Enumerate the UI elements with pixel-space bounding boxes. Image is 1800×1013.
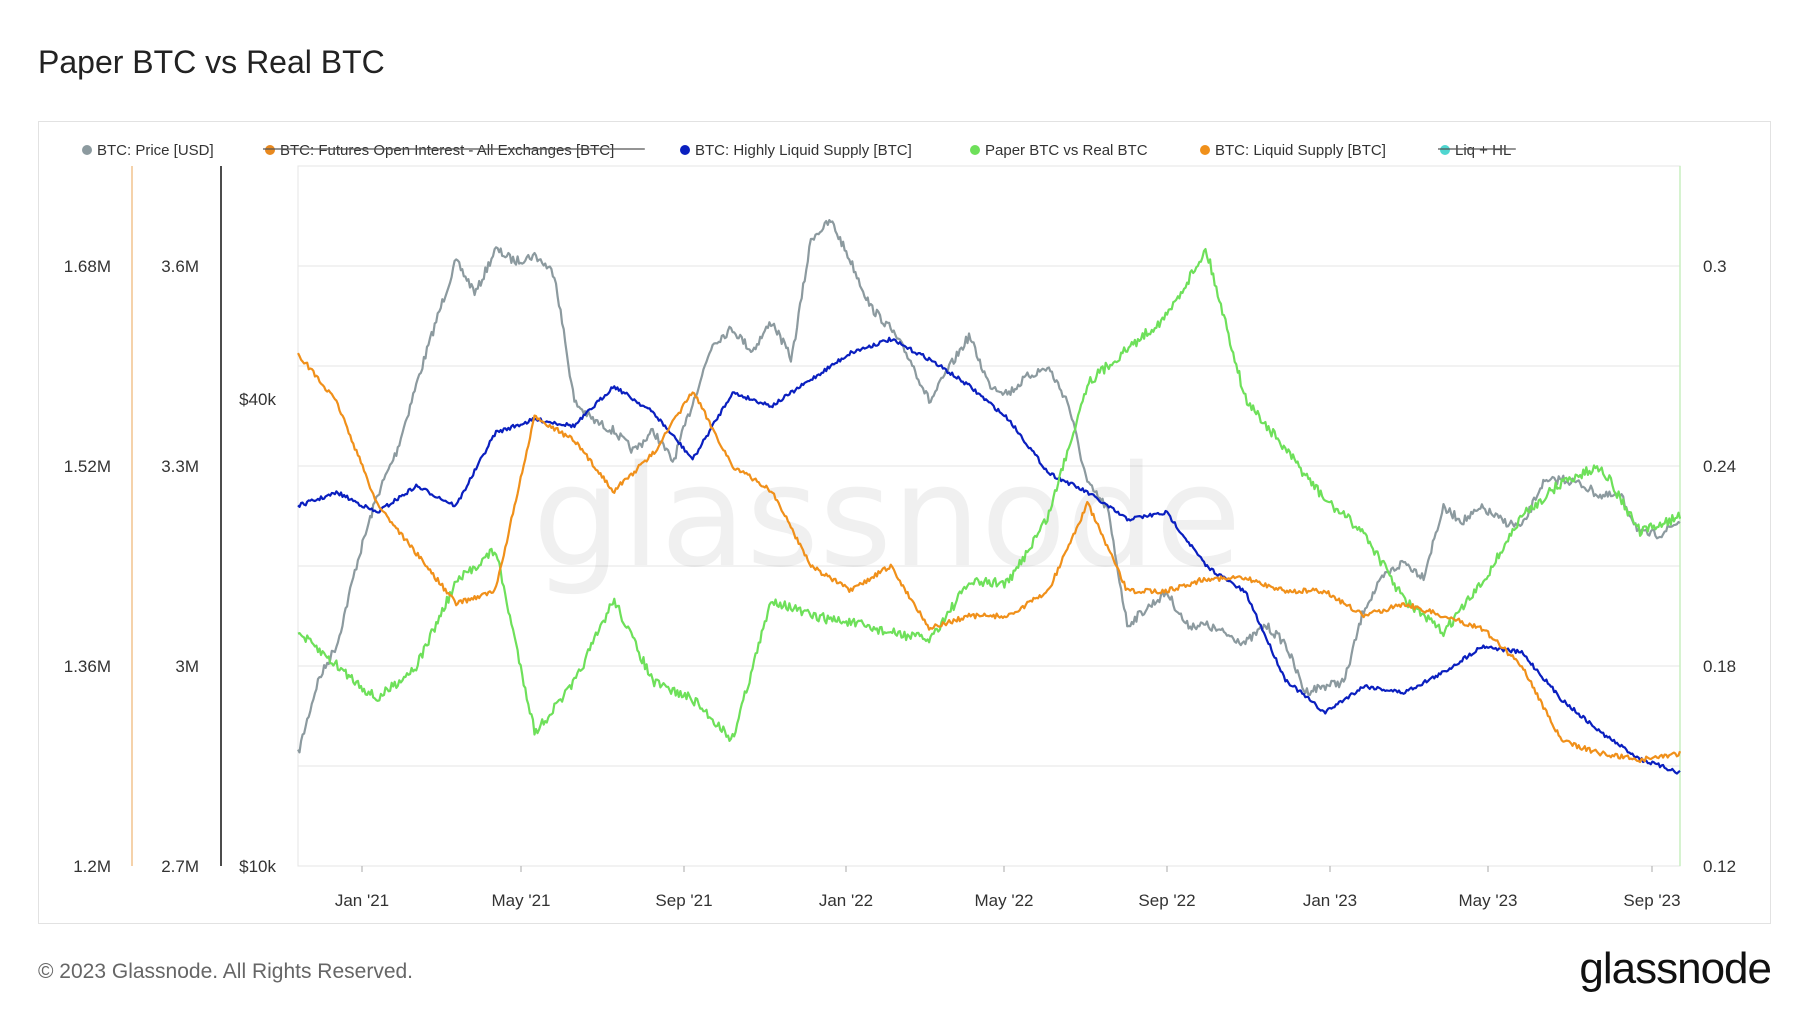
series-line-btc-price-usd (297, 219, 1681, 754)
x-tick-label: Jan '21 (335, 891, 389, 910)
y-tick-label: 1.68M (64, 257, 111, 276)
y-tick-label: 3M (175, 657, 199, 676)
legend-label: Paper BTC vs Real BTC (985, 142, 1148, 159)
legend-dot (680, 145, 690, 155)
legend-item[interactable]: Paper BTC vs Real BTC (970, 142, 1148, 159)
legend-item[interactable]: BTC: Futures Open Interest - All Exchang… (263, 142, 645, 159)
y-tick-label: 1.36M (64, 657, 111, 676)
glassnode-logo: glassnode (1579, 944, 1772, 993)
legend-dot (265, 145, 275, 155)
y-tick-label: 2.7M (161, 857, 199, 876)
legend-item[interactable]: Liq + HL (1438, 142, 1516, 159)
copyright-footer: © 2023 Glassnode. All Rights Reserved. (38, 960, 414, 983)
legend-label: BTC: Liquid Supply [BTC] (1215, 142, 1386, 159)
y-tick-label: 1.52M (64, 457, 111, 476)
watermark-text: glassnode (533, 436, 1242, 599)
y-axis-ticks: 1.68M 1.52M 1.36M 1.2M 3.6M 3.3M 3M 2.7M 0.3 0.24… (64, 257, 1736, 876)
series-line-btc-highly-liquid-supply-btc (297, 336, 1681, 775)
legend-label: Liq + HL (1455, 142, 1511, 159)
series-line-btc-liquid-supply-btc (297, 352, 1682, 764)
grid-lines (297, 165, 1681, 867)
legend-label: BTC: Price [USD] (97, 142, 214, 159)
x-tick-label: May '23 (1459, 891, 1518, 910)
x-axis-ticks: Jan '21 May '21 Sep '21 Jan '22 May '22 Sep '… (335, 866, 1681, 910)
chart-title: Paper BTC vs Real BTC (38, 44, 385, 80)
y-tick-label: 3.3M (161, 457, 199, 476)
legend: BTC: Price [USD] BTC: Futures Open Intere… (82, 142, 1516, 159)
x-tick-label: Sep '23 (1623, 891, 1680, 910)
y-tick-label: 0.24 (1703, 457, 1736, 476)
legend-label: BTC: Highly Liquid Supply [BTC] (695, 142, 912, 159)
y-tick-label: 0.3 (1703, 257, 1727, 276)
legend-dot (970, 145, 980, 155)
chart-frame (38, 121, 1771, 924)
legend-dot (1440, 145, 1450, 155)
legend-item[interactable]: BTC: Price [USD] (82, 142, 214, 159)
x-tick-label: Sep '22 (1138, 891, 1195, 910)
x-tick-label: Jan '23 (1303, 891, 1357, 910)
y-tick-label: 3.6M (161, 257, 199, 276)
legend-dot (82, 145, 92, 155)
series-line-paper-btc-vs-real-btc (297, 248, 1682, 742)
legend-item[interactable]: BTC: Highly Liquid Supply [BTC] (680, 142, 912, 159)
y-tick-label: 1.2M (73, 857, 111, 876)
axes (131, 166, 222, 866)
y-tick-label: $40k (239, 390, 276, 409)
y-tick-label: 0.12 (1703, 857, 1736, 876)
series-lines (297, 219, 1682, 775)
x-tick-label: May '21 (492, 891, 551, 910)
y-tick-label: 0.18 (1703, 657, 1736, 676)
x-tick-label: May '22 (975, 891, 1034, 910)
legend-label: BTC: Futures Open Interest - All Exchang… (280, 142, 614, 159)
legend-dot (1200, 145, 1210, 155)
x-tick-label: Jan '22 (819, 891, 873, 910)
x-tick-label: Sep '21 (655, 891, 712, 910)
y-tick-label: $10k (239, 857, 276, 876)
legend-item[interactable]: BTC: Liquid Supply [BTC] (1200, 142, 1386, 159)
